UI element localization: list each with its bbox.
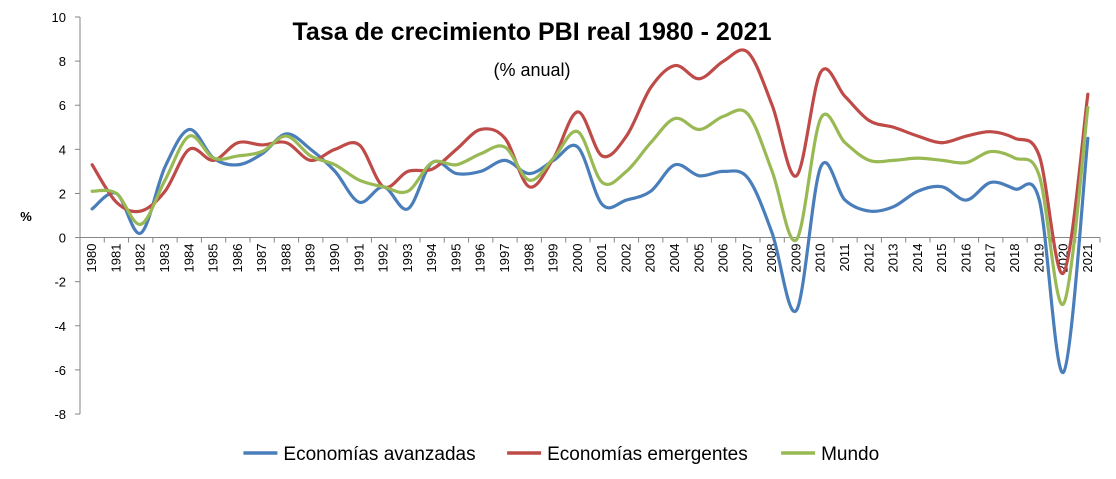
y-tick-label: -4 bbox=[54, 319, 66, 334]
x-tick-label: 2009 bbox=[788, 244, 803, 273]
legend-label-2: Mundo bbox=[821, 444, 879, 465]
x-tick-label: 2015 bbox=[934, 244, 949, 273]
x-tick-label: 2014 bbox=[910, 244, 925, 273]
legend-label-1: Economías emergentes bbox=[547, 444, 748, 465]
y-tick-label: -8 bbox=[54, 407, 66, 422]
y-tick-label: 10 bbox=[52, 10, 66, 25]
y-tick-label: -6 bbox=[54, 363, 66, 378]
y-tick-label: 0 bbox=[59, 231, 66, 246]
x-tick-label: 1994 bbox=[424, 244, 439, 273]
series-lines bbox=[90, 48, 1090, 374]
x-tick-label: 2005 bbox=[691, 244, 706, 273]
y-tick-label: 8 bbox=[59, 54, 66, 69]
x-tick-label: 2007 bbox=[740, 244, 755, 273]
chart-title: Tasa de crecimiento PBI real 1980 - 2021 bbox=[293, 18, 772, 46]
x-tick-label: 1998 bbox=[521, 244, 536, 273]
x-tick-label: 2010 bbox=[813, 244, 828, 273]
chart-subtitle: (% anual) bbox=[493, 60, 570, 80]
x-tick-label: 2000 bbox=[570, 244, 585, 273]
x-tick-label: 1999 bbox=[546, 244, 561, 273]
x-tick-label: 2018 bbox=[1007, 244, 1022, 273]
y-axis-label: % bbox=[20, 209, 32, 224]
x-tick-label: 1983 bbox=[157, 244, 172, 273]
series-line-1 bbox=[90, 48, 1090, 275]
x-tick-label: 1991 bbox=[351, 244, 366, 273]
x-tick-label: 1981 bbox=[108, 244, 123, 273]
x-tick-label: 2019 bbox=[1031, 244, 1046, 273]
y-tick-label: -2 bbox=[54, 275, 66, 290]
x-tick-label: 2002 bbox=[618, 244, 633, 273]
y-tick-label: 6 bbox=[59, 98, 66, 113]
x-tick-label: 1997 bbox=[497, 244, 512, 273]
x-tick-label: 1980 bbox=[84, 244, 99, 273]
x-tick-label: 1985 bbox=[206, 244, 221, 273]
y-tick-label: 4 bbox=[59, 142, 66, 157]
x-tick-label: 2004 bbox=[667, 244, 682, 273]
x-tick-label: 2011 bbox=[837, 244, 852, 272]
x-tick-label: 1995 bbox=[448, 244, 463, 273]
x-tick-label: 2016 bbox=[958, 244, 973, 273]
x-tick-label: 2003 bbox=[643, 244, 658, 273]
x-tick-label: 1988 bbox=[278, 244, 293, 273]
y-tick-label: 2 bbox=[59, 186, 66, 201]
x-tick-label: 2013 bbox=[886, 244, 901, 273]
x-tick-label: 1992 bbox=[376, 244, 391, 273]
x-tick-label: 2001 bbox=[594, 244, 609, 273]
x-tick-label: 2021 bbox=[1080, 244, 1095, 273]
x-tick-label: 1989 bbox=[303, 244, 318, 273]
x-tick-label: 1982 bbox=[133, 244, 148, 273]
legend: Economías avanzadas Economías emergentes M… bbox=[243, 444, 879, 465]
x-tick-label: 2006 bbox=[716, 244, 731, 273]
x-tick-label: 1993 bbox=[400, 244, 415, 273]
x-tick-label: 1986 bbox=[230, 244, 245, 273]
x-tick-label: 2012 bbox=[861, 244, 876, 273]
x-tick-label: 1990 bbox=[327, 244, 342, 273]
x-tick-label: 1987 bbox=[254, 244, 269, 273]
series-line-2 bbox=[90, 105, 1090, 306]
x-tick-label: 1996 bbox=[473, 244, 488, 273]
axes: 10 8 6 4 2 0 -2 -4 -6 -8 1980 1981 1982 1983 1984 1985 1… bbox=[52, 10, 1101, 422]
x-tick-label: 2017 bbox=[983, 244, 998, 273]
x-tick-label: 1984 bbox=[181, 244, 196, 273]
legend-label-0: Economías avanzadas bbox=[283, 444, 475, 465]
